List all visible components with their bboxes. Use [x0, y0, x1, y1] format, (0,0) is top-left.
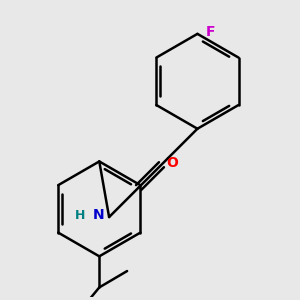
Text: O: O: [167, 156, 178, 170]
Text: H: H: [75, 209, 85, 222]
Text: F: F: [206, 25, 215, 39]
Text: N: N: [93, 208, 104, 222]
